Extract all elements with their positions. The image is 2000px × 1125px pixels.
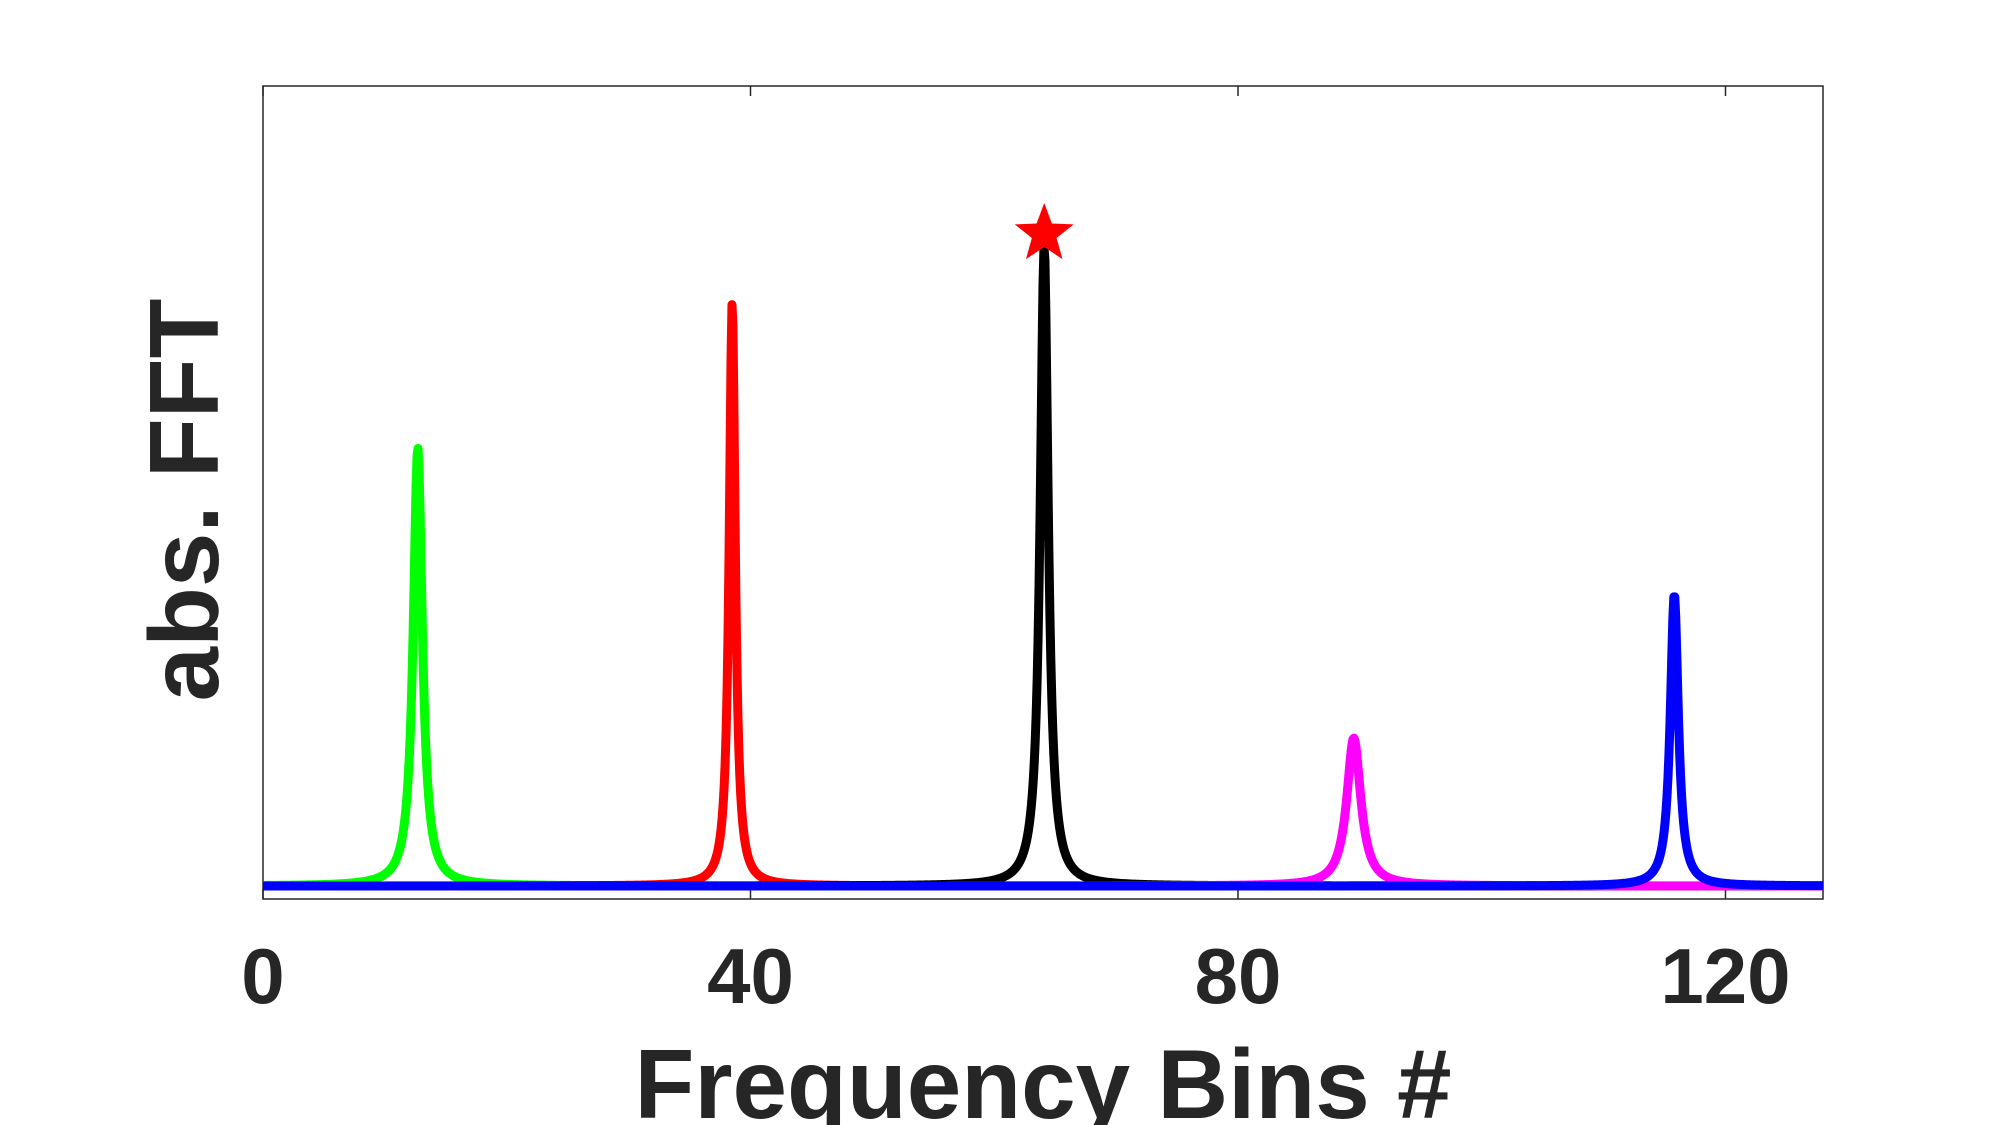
series-group [259,203,1827,891]
x-tick-label: 40 [707,932,794,1020]
x-tick-label: 80 [1195,932,1282,1020]
y-axis-title: abs. FFT [129,299,239,702]
x-tick-label: 120 [1660,932,1790,1020]
series-line-5 [259,592,1827,891]
peak-star-marker [1014,203,1074,260]
x-axis-title: Frequency Bins # [635,1029,1452,1125]
x-tick-label: 0 [241,932,284,1020]
x-ticks [262,86,1727,899]
x-tick-labels: 0 40 80 120 [241,932,1790,1020]
